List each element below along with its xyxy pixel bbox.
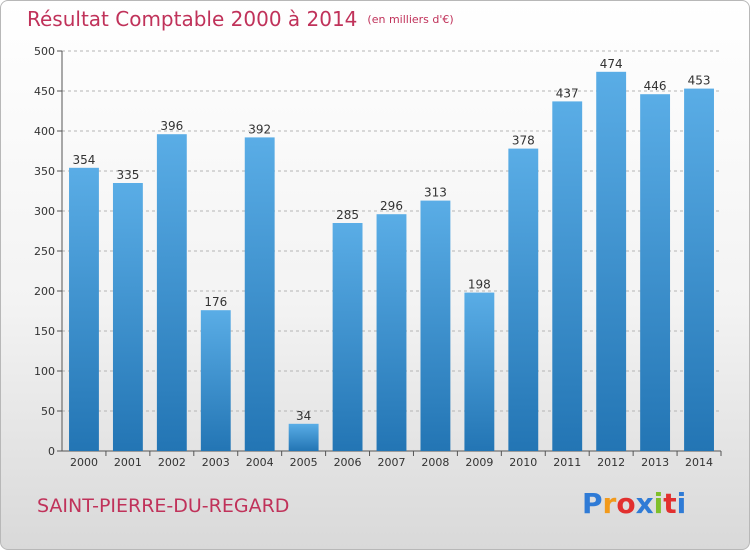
bar-2012: [596, 71, 627, 452]
bar-2005: [288, 423, 319, 451]
logo-letter: P: [582, 487, 603, 520]
bar-2000: [69, 167, 99, 452]
bar-2002: [156, 134, 187, 451]
bar-2013: [640, 94, 671, 451]
chart-unit-label: (en milliers d'€): [367, 13, 454, 26]
x-tick-label-2009: 2009: [465, 456, 493, 469]
y-tick-label: 500: [34, 45, 55, 58]
x-tick-label-2014: 2014: [685, 456, 713, 469]
value-label-2000: 354: [73, 153, 96, 167]
commune-name: SAINT-PIERRE-DU-REGARD: [37, 495, 290, 517]
value-label-2006: 285: [336, 208, 359, 222]
value-label-2011: 437: [556, 86, 579, 100]
bar-2010: [508, 148, 539, 451]
logo-letter: t: [663, 487, 677, 520]
y-tick-label: 250: [34, 245, 55, 258]
bar-2008: [420, 200, 451, 451]
labels: 354 2000 335 2001 396 2002 176 2003 392 2004 34 200…: [70, 57, 713, 469]
value-label-2004: 392: [248, 122, 271, 136]
x-tick-label-2005: 2005: [290, 456, 318, 469]
x-tick-label-2010: 2010: [509, 456, 537, 469]
y-tick-label: 400: [34, 125, 55, 138]
bar-2001: [112, 183, 143, 451]
x-tick-label-2012: 2012: [597, 456, 625, 469]
chart-title-text: Résultat Comptable 2000 à 2014: [27, 7, 358, 31]
y-tick-label: 350: [34, 165, 55, 178]
y-tick-label: 150: [34, 325, 55, 338]
value-label-2009: 198: [468, 278, 491, 292]
y-tick-label: 450: [34, 85, 55, 98]
x-tick-label-2011: 2011: [553, 456, 581, 469]
logo-letter: x: [635, 487, 654, 520]
value-label-2007: 296: [380, 199, 403, 213]
y-tick-label: 100: [34, 365, 55, 378]
bar-2009: [464, 292, 495, 451]
bar-2006: [332, 223, 363, 451]
y-tick-label: 200: [34, 285, 55, 298]
value-label-2003: 176: [204, 295, 227, 309]
x-tick-label-2000: 2000: [70, 456, 98, 469]
bar-2011: [552, 101, 583, 452]
value-label-2012: 474: [600, 57, 623, 71]
x-tick-label-2002: 2002: [158, 456, 186, 469]
x-tick-label-2004: 2004: [246, 456, 274, 469]
y-tick-label: 300: [34, 205, 55, 218]
value-label-2014: 453: [688, 74, 711, 88]
value-label-2002: 396: [160, 119, 183, 133]
x-tick-label-2001: 2001: [114, 456, 142, 469]
bar-2007: [376, 214, 407, 451]
value-label-2010: 378: [512, 134, 535, 148]
x-tick-label-2007: 2007: [378, 456, 406, 469]
value-label-2008: 313: [424, 186, 447, 200]
logo-letter: o: [616, 487, 636, 520]
chart-title: Résultat Comptable 2000 à 2014 (en millie…: [27, 7, 454, 31]
value-label-2005: 34: [296, 409, 311, 423]
y-tick-label: 0: [48, 445, 55, 458]
y-tick-label: 50: [41, 405, 55, 418]
value-label-2001: 335: [116, 168, 139, 182]
logo-letter: i: [676, 487, 687, 520]
bar-2004: [244, 137, 275, 451]
x-tick-label-2013: 2013: [641, 456, 669, 469]
bar-2003: [200, 310, 231, 451]
proxiti-logo: Proxiti: [582, 487, 686, 520]
value-label-2013: 446: [644, 79, 667, 93]
bars: [69, 71, 714, 452]
x-tick-label-2003: 2003: [202, 456, 230, 469]
logo-letter: i: [653, 487, 664, 520]
x-tick-label-2008: 2008: [421, 456, 449, 469]
logo-letter: r: [602, 487, 617, 520]
x-tick-label-2006: 2006: [334, 456, 362, 469]
bar-2014: [684, 88, 714, 451]
